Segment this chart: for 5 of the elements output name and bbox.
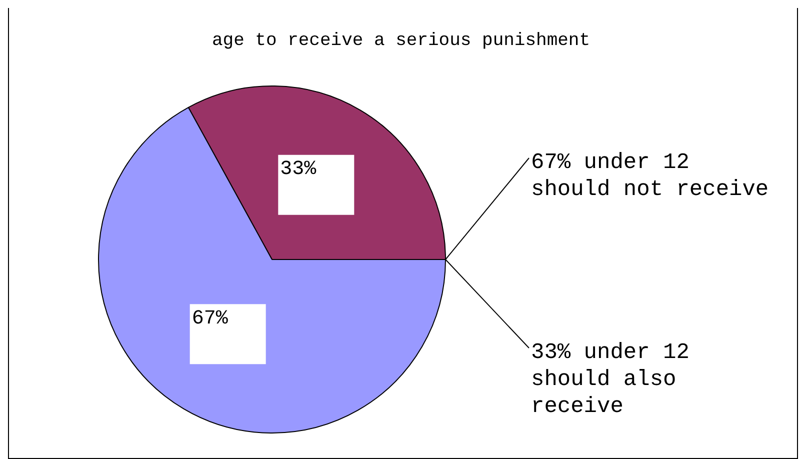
chart-title: age to receive a serious punishment	[212, 30, 590, 51]
slice-label: 33% under 12 should also receive	[531, 340, 690, 419]
data-label: 33%	[280, 158, 318, 182]
slice-label: 67% under 12 should not receive	[531, 150, 769, 202]
data-label: 67%	[192, 307, 229, 330]
